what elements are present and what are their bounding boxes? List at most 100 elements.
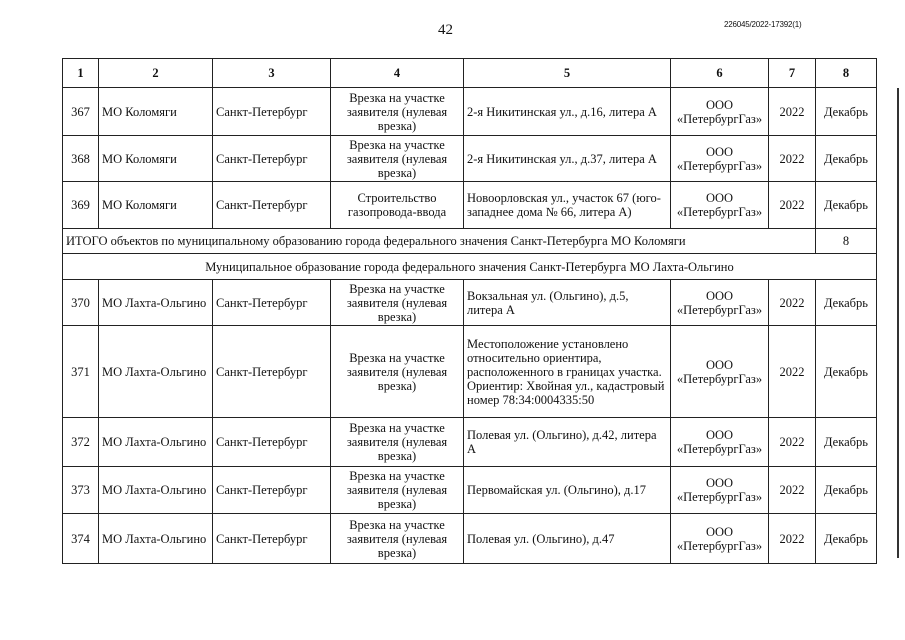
work-type: Врезка на участке заявителя (нулевая вре… — [330, 417, 464, 467]
address: Местоположение установлено относительно … — [463, 325, 671, 418]
address: Первомайская ул. (Ольгино), д.17 — [463, 466, 671, 514]
municipality: МО Лахта-Ольгино — [98, 513, 213, 564]
page-number: 42 — [438, 22, 453, 38]
work-type: Врезка на участке заявителя (нулевая вре… — [330, 87, 464, 136]
table-row: 368 МО Коломяги Санкт-Петербург Врезка на у… — [62, 135, 877, 182]
organization: ООО «ПетербургГаз» — [670, 417, 769, 467]
organization-line: ООО — [705, 191, 734, 205]
year: 2022 — [768, 181, 816, 229]
municipality: МО Лахта-Ольгино — [98, 466, 213, 514]
municipality: МО Коломяги — [98, 181, 213, 229]
table-row: 367 МО Коломяги Санкт-Петербург Врезка на у… — [62, 87, 877, 136]
organization: ООО «ПетербургГаз» — [670, 87, 769, 136]
organization: ООО «ПетербургГаз» — [670, 181, 769, 229]
work-type: Врезка на участке заявителя (нулевая вре… — [330, 513, 464, 564]
organization-line: ООО — [705, 428, 734, 442]
column-header: 6 — [670, 58, 769, 88]
column-header: 5 — [463, 58, 671, 88]
row-number: 373 — [62, 466, 99, 514]
city: Санкт-Петербург — [212, 279, 331, 326]
row-number: 370 — [62, 279, 99, 326]
column-header: 2 — [98, 58, 213, 88]
row-number: 371 — [62, 325, 99, 418]
month: Декабрь — [815, 513, 877, 564]
city: Санкт-Петербург — [212, 325, 331, 418]
municipality: МО Коломяги — [98, 87, 213, 136]
address: Полевая ул. (Ольгино), д.47 — [463, 513, 671, 564]
organization-line: «ПетербургГаз» — [676, 158, 763, 173]
organization-line: ООО — [705, 357, 734, 372]
total-row: ИТОГО объектов по муниципальному образов… — [62, 228, 877, 254]
total-value: 8 — [815, 228, 877, 254]
year: 2022 — [768, 466, 816, 514]
municipality: МО Лахта-Ольгино — [98, 417, 213, 467]
row-number: 372 — [62, 417, 99, 467]
work-type: Строительство газопровода-ввода — [330, 181, 464, 229]
organization-line: «ПетербургГаз» — [676, 302, 763, 317]
row-number: 374 — [62, 513, 99, 564]
organization: ООО «ПетербургГаз» — [670, 135, 769, 182]
organization: ООО «ПетербургГаз» — [670, 466, 769, 514]
column-header: 7 — [768, 58, 816, 88]
column-header: 1 — [62, 58, 99, 88]
table-row: 372 МО Лахта-Ольгино Санкт-Петербург Врезка… — [62, 417, 877, 467]
table-row: 373 МО Лахта-Ольгино Санкт-Петербург Врезка… — [62, 466, 877, 514]
section-row: Муниципальное образование города федерал… — [62, 253, 877, 280]
scan-edge — [897, 88, 899, 558]
municipality: МО Коломяги — [98, 135, 213, 182]
total-label: ИТОГО объектов по муниципальному образов… — [62, 228, 816, 254]
month: Декабрь — [815, 325, 877, 418]
organization-line: «ПетербургГаз» — [676, 490, 763, 504]
column-header: 4 — [330, 58, 464, 88]
organization: ООО «ПетербургГаз» — [670, 513, 769, 564]
month: Декабрь — [815, 87, 877, 136]
month: Декабрь — [815, 466, 877, 514]
municipality: МО Лахта-Ольгино — [98, 325, 213, 418]
month: Декабрь — [815, 135, 877, 182]
table-row: 369 МО Коломяги Санкт-Петербург Строительст… — [62, 181, 877, 229]
city: Санкт-Петербург — [212, 135, 331, 182]
section-title: Муниципальное образование города федерал… — [62, 253, 877, 280]
city: Санкт-Петербург — [212, 466, 331, 514]
year: 2022 — [768, 279, 816, 326]
organization-line: «ПетербургГаз» — [676, 205, 763, 219]
row-number: 368 — [62, 135, 99, 182]
city: Санкт-Петербург — [212, 87, 331, 136]
document-id: 226045/2022-17392(1) — [724, 20, 802, 29]
objects-table: 1 2 3 4 5 6 7 8 367 МО Коломяги Санкт-Петербург Вре… — [62, 58, 877, 564]
year: 2022 — [768, 325, 816, 418]
table-row: 370 МО Лахта-Ольгино Санкт-Петербург Врезка… — [62, 279, 877, 326]
organization-line: ООО — [705, 524, 734, 539]
organization-line: «ПетербургГаз» — [676, 371, 763, 386]
organization-line: ООО — [705, 144, 734, 159]
city: Санкт-Петербург — [212, 181, 331, 229]
municipality: МО Лахта-Ольгино — [98, 279, 213, 326]
table-row: 374 МО Лахта-Ольгино Санкт-Петербург Врезка… — [62, 513, 877, 564]
address: Новоорловская ул., участок 67 (юго-запад… — [463, 181, 671, 229]
year: 2022 — [768, 87, 816, 136]
month: Декабрь — [815, 181, 877, 229]
address: 2-я Никитинская ул., д.37, литера А — [463, 135, 671, 182]
column-header: 8 — [815, 58, 877, 88]
address: 2-я Никитинская ул., д.16, литера А — [463, 87, 671, 136]
organization-line: «ПетербургГаз» — [676, 442, 763, 456]
organization-line: «ПетербургГаз» — [676, 538, 763, 553]
month: Декабрь — [815, 417, 877, 467]
table-row: 371 МО Лахта-Ольгино Санкт-Петербург Врезка… — [62, 325, 877, 418]
organization-line: ООО — [705, 288, 734, 303]
work-type: Врезка на участке заявителя (нулевая вре… — [330, 135, 464, 182]
month: Декабрь — [815, 279, 877, 326]
row-number: 367 — [62, 87, 99, 136]
year: 2022 — [768, 417, 816, 467]
work-type: Врезка на участке заявителя (нулевая вре… — [330, 466, 464, 514]
organization: ООО «ПетербургГаз» — [670, 325, 769, 418]
organization-line: «ПетербургГаз» — [676, 111, 763, 126]
year: 2022 — [768, 135, 816, 182]
work-type: Врезка на участке заявителя (нулевая вре… — [330, 279, 464, 326]
city: Санкт-Петербург — [212, 513, 331, 564]
address: Полевая ул. (Ольгино), д.42, литера А — [463, 417, 671, 467]
work-type: Врезка на участке заявителя (нулевая вре… — [330, 325, 464, 418]
year: 2022 — [768, 513, 816, 564]
